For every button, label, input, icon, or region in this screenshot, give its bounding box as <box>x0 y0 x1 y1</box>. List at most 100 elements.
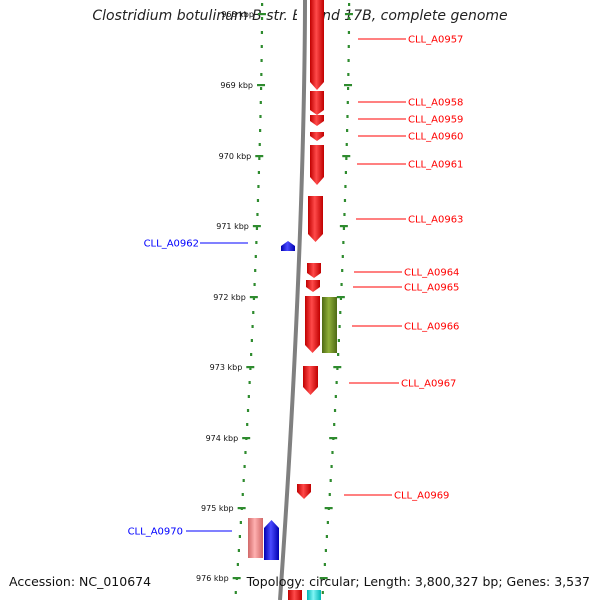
tick-label: 974 kbp <box>206 434 239 443</box>
gene-label-cll_a0969: CLL_A0969 <box>394 491 449 502</box>
inner-ruler-dot <box>248 381 251 384</box>
inner-ruler-dot <box>250 339 253 342</box>
major-tick <box>324 507 333 510</box>
outer-ruler-dot <box>340 283 343 286</box>
gene-label-cll_a0957: CLL_A0957 <box>408 35 463 46</box>
gene-label-cll_a0961: CLL_A0961 <box>408 160 463 171</box>
inner-ruler-dot <box>243 465 246 468</box>
major-tick <box>319 577 328 580</box>
inner-ruler-dot <box>250 353 253 356</box>
outer-ruler-dot <box>346 101 349 104</box>
gene-label-cll_a0963: CLL_A0963 <box>408 215 463 226</box>
outer-ruler-dot <box>326 521 329 524</box>
inner-ruler-dot <box>253 283 256 286</box>
outer-ruler-dot <box>342 241 345 244</box>
rna-feature <box>322 297 337 353</box>
major-tick <box>344 84 353 87</box>
gene-arrow-cll_a0960 <box>310 132 324 141</box>
inner-ruler-dot <box>257 171 261 174</box>
outer-ruler-dot <box>333 409 337 412</box>
major-tick <box>257 13 266 16</box>
outer-ruler-dot <box>347 3 351 6</box>
topology-text: Topology: circular; Length: 3,800,327 bp… <box>246 574 590 589</box>
major-tick <box>329 437 338 440</box>
inner-ruler-dot <box>251 325 254 328</box>
inner-ruler-dot <box>259 115 262 118</box>
inner-ruler-dot <box>260 31 264 34</box>
inner-ruler-dot <box>254 269 257 272</box>
outer-ruler-dot <box>344 185 347 188</box>
inner-ruler-dot <box>260 3 264 6</box>
pink-feature <box>248 518 263 558</box>
outer-ruler-dot <box>345 157 348 160</box>
outer-ruler-dot <box>343 213 346 216</box>
outer-ruler-dot <box>347 45 350 48</box>
inner-ruler-dot <box>234 591 237 594</box>
outer-ruler-dot <box>331 451 334 454</box>
tick-label: 969 kbp <box>220 81 253 90</box>
gene-label-cll_a0958: CLL_A0958 <box>408 98 463 109</box>
outer-ruler-dot <box>321 591 324 594</box>
inner-ruler-dot <box>258 157 261 160</box>
outer-ruler-dot <box>347 73 350 76</box>
inner-ruler-dot <box>247 395 250 398</box>
outer-ruler-dot <box>346 115 349 118</box>
outer-ruler-dot <box>347 17 351 20</box>
outer-ruler-dot <box>329 479 332 482</box>
gene-arrow-cll_a0958 <box>310 91 324 115</box>
inner-ruler-dot <box>246 409 250 412</box>
gene-arrow-cll_a0970 <box>264 520 279 560</box>
inner-ruler-dot <box>256 199 260 202</box>
major-tick <box>237 507 246 510</box>
major-tick <box>339 225 348 228</box>
backbone-line <box>278 0 307 600</box>
outer-ruler-dot <box>323 563 326 566</box>
gene-arrow-cll_a0966 <box>305 296 320 353</box>
gene-arrow-cll_a0964 <box>307 263 321 278</box>
major-tick <box>242 437 251 440</box>
inner-ruler-dot <box>255 227 259 230</box>
cyan-feature-partial <box>307 590 321 600</box>
outer-ruler-dot <box>344 171 348 174</box>
inner-ruler-dot <box>260 59 263 62</box>
tick-label: 973 kbp <box>210 363 243 372</box>
outer-ruler-dot <box>334 395 337 398</box>
gene-label-cll_a0970: CLL_A0970 <box>128 527 183 538</box>
gene-arrow-cll_a0961 <box>310 145 324 185</box>
gene-label-cll_a0959: CLL_A0959 <box>408 115 463 126</box>
outer-ruler-dot <box>337 353 340 356</box>
outer-ruler-dot <box>330 465 333 468</box>
gene-arrow-partial <box>310 0 324 90</box>
major-tick <box>342 155 351 158</box>
outer-ruler-dot <box>341 269 344 272</box>
major-tick <box>255 155 264 158</box>
major-tick <box>333 366 342 369</box>
gene-label-cll_a0964: CLL_A0964 <box>404 268 459 279</box>
gene-arrow-cll_a0963 <box>308 196 323 242</box>
gene-label-cll_a0966: CLL_A0966 <box>404 322 459 333</box>
major-tick <box>249 296 258 299</box>
gene-label-cll_a0965: CLL_A0965 <box>404 283 459 294</box>
inner-ruler-dot <box>256 213 259 216</box>
major-tick <box>257 84 266 87</box>
outer-ruler-dot <box>339 297 343 300</box>
gene-arrow-cll_a0965 <box>306 280 320 292</box>
outer-ruler-dot <box>325 535 328 538</box>
outer-ruler-dot <box>328 493 331 496</box>
outer-ruler-dot <box>347 31 351 34</box>
outer-ruler-dot <box>339 311 342 314</box>
gene-label-cll_a0962: CLL_A0962 <box>144 239 199 250</box>
inner-ruler-dot <box>244 451 247 454</box>
outer-ruler-dot <box>333 423 336 426</box>
inner-ruler-dot <box>259 87 263 90</box>
gene-label-cll_a0967: CLL_A0967 <box>401 379 456 390</box>
inner-ruler-dot <box>255 241 258 244</box>
outer-ruler-dot <box>335 381 338 384</box>
major-tick <box>246 366 255 369</box>
inner-ruler-dot <box>252 311 255 314</box>
major-tick <box>336 296 345 299</box>
tick-label: 970 kbp <box>219 152 252 161</box>
inner-ruler-dot <box>260 17 264 20</box>
outer-ruler-dot <box>338 325 341 328</box>
